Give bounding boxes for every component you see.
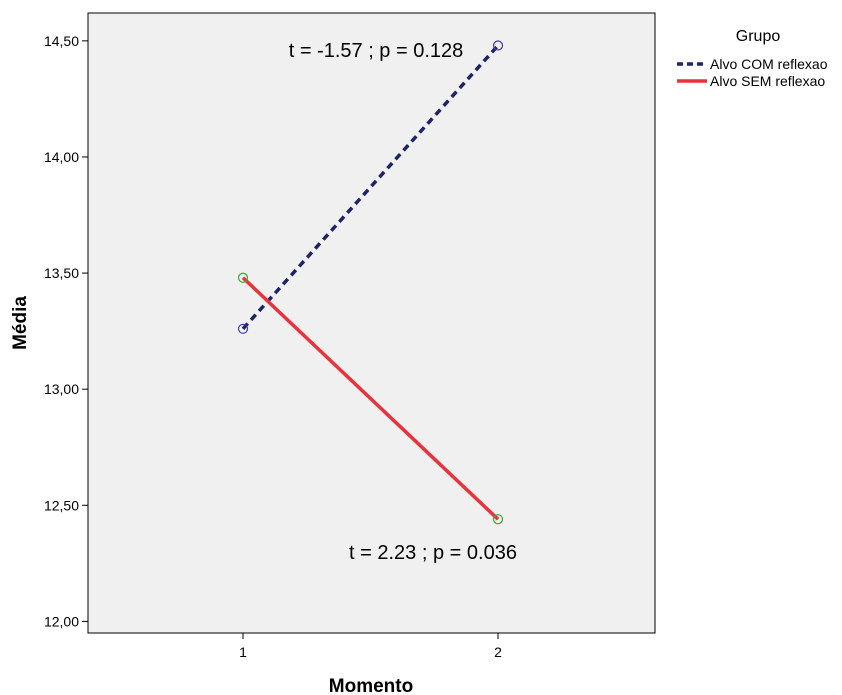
x-tick-label: 1 bbox=[239, 644, 247, 660]
annotation-sem: t = 2.23 ; p = 0.036 bbox=[349, 542, 517, 564]
annotation-com: t = -1.57 ; p = 0.128 bbox=[289, 40, 464, 62]
y-tick-label: 12,50 bbox=[44, 497, 79, 513]
series-line-0 bbox=[241, 44, 500, 330]
y-tick-label: 13,00 bbox=[44, 381, 79, 397]
series-layer bbox=[237, 40, 504, 525]
data-point bbox=[237, 272, 249, 283]
series-line-1 bbox=[241, 276, 500, 521]
y-tick-label: 14,00 bbox=[44, 149, 79, 165]
data-point bbox=[492, 40, 504, 51]
legend-title: Grupo bbox=[736, 28, 781, 45]
y-axis: 12,00 12,50 13,00 13,50 14,00 14,50 bbox=[44, 33, 88, 629]
data-point bbox=[492, 514, 504, 525]
legend: Grupo Alvo COM reflexao Alvo SEM reflexa… bbox=[677, 28, 828, 89]
legend-label-sem: Alvo SEM reflexao bbox=[710, 73, 825, 89]
data-point bbox=[237, 323, 249, 334]
y-tick-label: 14,50 bbox=[44, 33, 79, 49]
x-tick-label: 2 bbox=[494, 644, 502, 660]
y-tick-label: 13,50 bbox=[44, 265, 79, 281]
x-axis-label: Momento bbox=[329, 676, 413, 695]
legend-label-com: Alvo COM reflexao bbox=[710, 56, 828, 72]
y-axis-label: Média bbox=[10, 296, 31, 350]
y-tick-label: 12,00 bbox=[44, 613, 79, 629]
plot-area bbox=[87, 12, 656, 634]
